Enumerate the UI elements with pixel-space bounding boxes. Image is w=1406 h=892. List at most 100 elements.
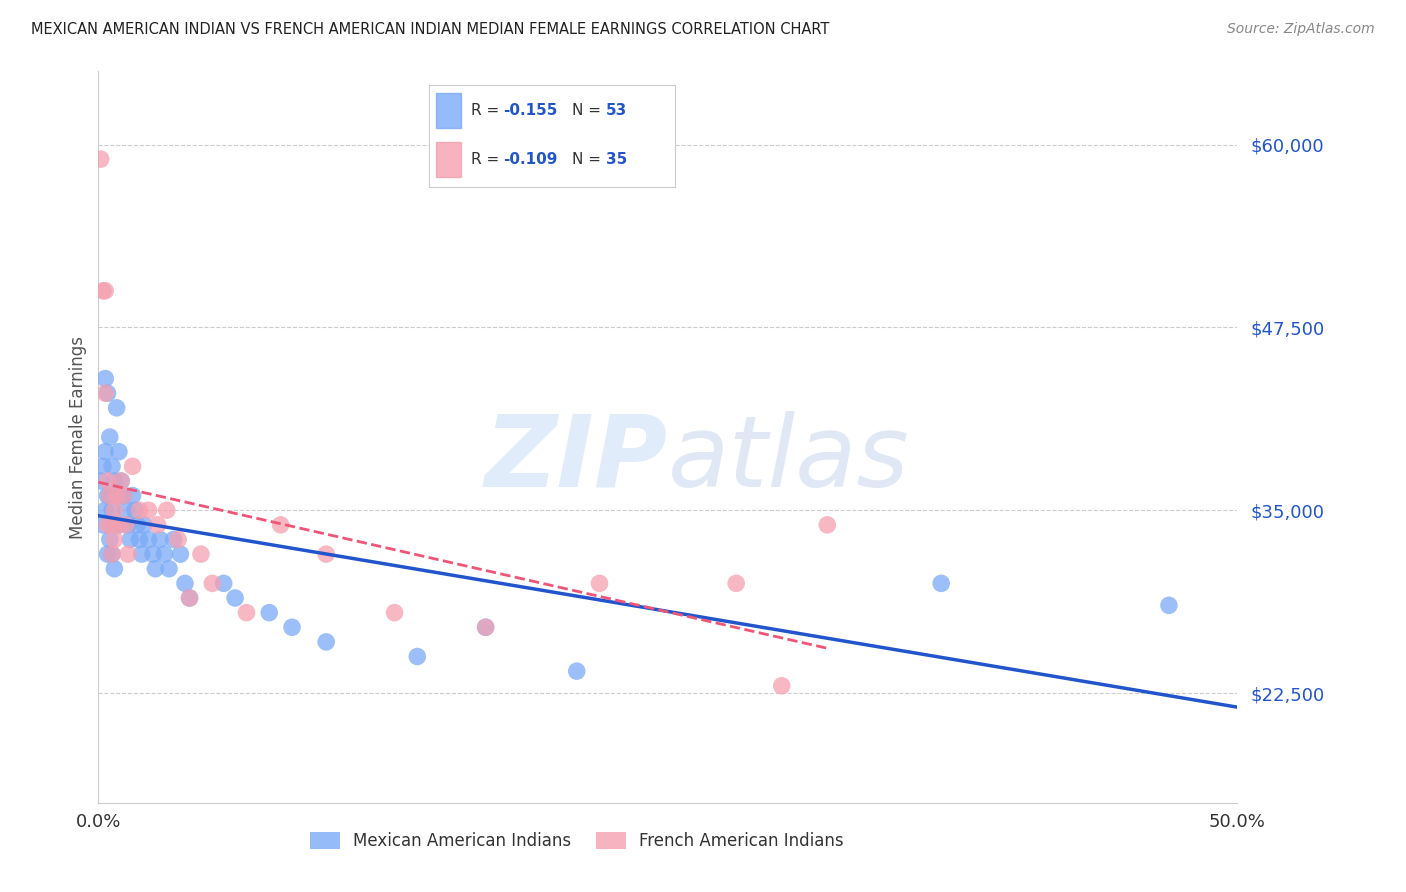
Point	[190, 547, 212, 561]
Point	[103, 533, 125, 547]
Point	[114, 517, 136, 532]
Point	[121, 459, 143, 474]
Text: 35: 35	[606, 153, 627, 167]
Point	[1157, 599, 1180, 613]
Point	[112, 489, 135, 503]
Point	[474, 620, 496, 634]
Point	[121, 489, 143, 503]
Point	[142, 547, 165, 561]
Text: R =: R =	[471, 153, 503, 167]
Point	[384, 606, 406, 620]
Point	[588, 576, 610, 591]
Point	[131, 547, 153, 561]
Point	[138, 533, 160, 547]
Bar	[436, 142, 461, 177]
Point	[815, 517, 838, 532]
Point	[406, 649, 429, 664]
Point	[117, 547, 139, 561]
Text: 53: 53	[606, 103, 627, 118]
Text: -0.155: -0.155	[503, 103, 557, 118]
Point	[146, 517, 169, 532]
Point	[103, 562, 125, 576]
Point	[96, 547, 118, 561]
Point	[98, 533, 121, 547]
Point	[91, 459, 114, 474]
Point	[101, 547, 124, 561]
Text: -0.109: -0.109	[503, 153, 557, 167]
Point	[149, 533, 172, 547]
Point	[124, 503, 146, 517]
Point	[108, 517, 131, 532]
Point	[101, 503, 124, 517]
Point	[96, 489, 118, 503]
Point	[94, 444, 117, 458]
Text: MEXICAN AMERICAN INDIAN VS FRENCH AMERICAN INDIAN MEDIAN FEMALE EARNINGS CORRELA: MEXICAN AMERICAN INDIAN VS FRENCH AMERIC…	[31, 22, 830, 37]
Point	[105, 489, 128, 503]
Point	[281, 620, 304, 634]
Point	[156, 503, 179, 517]
Point	[112, 489, 135, 503]
Point	[120, 533, 142, 547]
Point	[90, 474, 112, 488]
Point	[98, 430, 121, 444]
Point	[224, 591, 246, 605]
Point	[179, 591, 201, 605]
Point	[101, 459, 124, 474]
Text: N =: N =	[571, 103, 606, 118]
Point	[114, 503, 136, 517]
Legend: Mexican American Indians, French American Indians: Mexican American Indians, French America…	[302, 825, 851, 856]
Point	[153, 547, 176, 561]
Point	[101, 547, 124, 561]
Point	[174, 576, 197, 591]
Point	[201, 576, 224, 591]
Point	[725, 576, 748, 591]
Point	[108, 517, 131, 532]
Bar	[436, 93, 461, 128]
Text: ZIP: ZIP	[485, 410, 668, 508]
Point	[96, 474, 118, 488]
Point	[565, 664, 588, 678]
Point	[128, 533, 150, 547]
Point	[96, 517, 118, 532]
Point	[128, 503, 150, 517]
Point	[110, 474, 132, 488]
Point	[212, 576, 235, 591]
Point	[474, 620, 496, 634]
Point	[105, 489, 128, 503]
Point	[108, 444, 131, 458]
Point	[105, 401, 128, 415]
Point	[138, 503, 160, 517]
Point	[110, 474, 132, 488]
Point	[157, 562, 180, 576]
Point	[127, 517, 149, 532]
Point	[117, 517, 139, 532]
Point	[103, 474, 125, 488]
Point	[103, 503, 125, 517]
Point	[90, 152, 112, 166]
Point	[94, 503, 117, 517]
Point	[94, 371, 117, 385]
Point	[929, 576, 952, 591]
Point	[169, 547, 191, 561]
Point	[94, 284, 117, 298]
Point	[315, 547, 337, 561]
Point	[94, 386, 117, 401]
Point	[132, 517, 155, 532]
Point	[167, 533, 190, 547]
Text: R =: R =	[471, 103, 503, 118]
Text: atlas: atlas	[668, 410, 910, 508]
Point	[179, 591, 201, 605]
Point	[98, 489, 121, 503]
Point	[96, 386, 118, 401]
Point	[91, 284, 114, 298]
Point	[259, 606, 281, 620]
Point	[315, 635, 337, 649]
Point	[145, 562, 167, 576]
Point	[91, 517, 114, 532]
Point	[98, 489, 121, 503]
Point	[162, 533, 184, 547]
Point	[770, 679, 793, 693]
Y-axis label: Median Female Earnings: Median Female Earnings	[69, 335, 87, 539]
Text: N =: N =	[571, 153, 606, 167]
Point	[103, 517, 125, 532]
